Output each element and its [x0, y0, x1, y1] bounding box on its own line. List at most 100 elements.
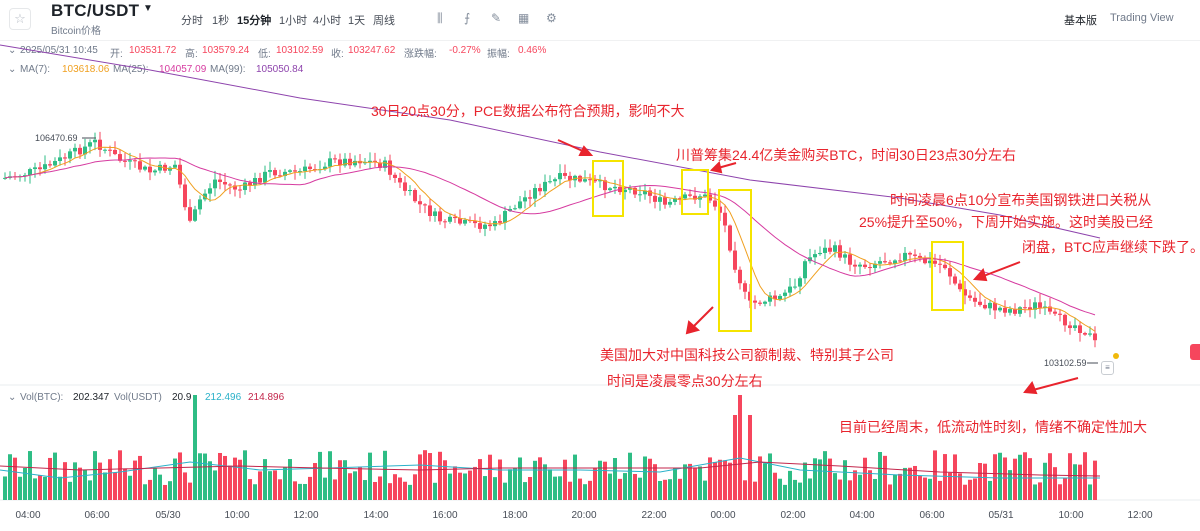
volume-bar — [928, 478, 932, 500]
volume-bars — [3, 395, 1097, 500]
drawing-icon[interactable]: ✎ — [491, 11, 502, 25]
indicator-icon[interactable]: ⨍ — [464, 11, 471, 25]
tradingview-tab[interactable]: Trading View — [1110, 12, 1174, 24]
candle-body — [58, 157, 62, 162]
notes-icon[interactable]: ≡ — [1101, 361, 1114, 375]
price-scale-tab[interactable] — [1190, 344, 1200, 360]
amp-value: 0.46% — [518, 45, 547, 56]
close-label: 收: — [331, 49, 344, 60]
candle-body — [978, 301, 982, 305]
basic-version-tab[interactable]: 基本版 — [1064, 15, 1097, 27]
candle-body — [1038, 302, 1042, 308]
timeframe-tab[interactable]: 周线 — [373, 15, 395, 27]
timeframe-tab[interactable]: 1小时 — [279, 15, 308, 27]
annotation-weekend: 目前已经周末，低流动性时刻，情绪不确定性加大 — [839, 419, 1147, 435]
volume-bar — [473, 466, 477, 500]
candle-body — [93, 139, 97, 143]
candle-body — [813, 254, 817, 258]
candle-body — [643, 190, 647, 195]
candle-type-icon[interactable]: ⫼ — [437, 11, 443, 25]
candle-body — [558, 173, 562, 180]
candle-body — [398, 177, 402, 183]
volume-bar — [818, 459, 822, 500]
collapse-icon[interactable]: ⌄ — [8, 392, 17, 403]
change-label: 涨跌幅: — [404, 49, 437, 60]
volume-bar — [858, 474, 862, 500]
candle-body — [433, 211, 437, 216]
volume-bar — [778, 478, 782, 500]
candle-body — [823, 247, 827, 253]
top-bar: ☆ BTC/USDT ▼ Bitcoin价格 分时 1秒 15分钟 1小时 4小… — [0, 0, 1200, 37]
volume-bar — [883, 455, 887, 500]
pair-dropdown-icon[interactable]: ▼ — [143, 3, 153, 14]
volume-bar — [103, 472, 107, 500]
low-price-mark: 103102.59 — [1044, 358, 1087, 368]
arrow-line — [980, 261, 1021, 278]
candle-body — [833, 245, 837, 252]
candle-body — [463, 219, 467, 224]
collapse-icon[interactable]: ⌄ — [8, 45, 17, 56]
volume-bar — [408, 484, 412, 500]
candle-body — [598, 180, 602, 182]
time-tick: 18:00 — [502, 510, 528, 521]
annotation-pce: 30日20点30分，PCE数据公布符合预期，影响不大 — [371, 103, 685, 119]
candle-body — [498, 221, 502, 223]
ma-lines — [0, 44, 1101, 479]
time-tick: 10:00 — [1058, 510, 1084, 521]
candle-body — [508, 208, 512, 212]
volume-bar — [718, 459, 722, 500]
volume-bar — [888, 484, 892, 500]
time-tick: 04:00 — [15, 510, 41, 521]
candle-body — [278, 175, 282, 177]
volume-bar — [128, 475, 132, 500]
candle-body — [213, 179, 217, 189]
volume-bar — [553, 476, 557, 500]
volume-bar — [303, 483, 307, 500]
candle-body — [788, 286, 792, 293]
volume-bar — [268, 471, 272, 500]
candle-body — [1048, 306, 1052, 312]
volume-bar — [823, 451, 827, 500]
volume-bar — [943, 454, 947, 500]
favorite-star-icon[interactable]: ☆ — [9, 8, 31, 30]
candle-body — [228, 184, 232, 186]
timeframe-tab[interactable]: 4小时 — [313, 15, 342, 27]
candle-body — [943, 264, 947, 269]
collapse-icon[interactable]: ⌄ — [8, 64, 17, 75]
candle-body — [828, 247, 832, 252]
candle-body — [53, 161, 57, 166]
volume-bar — [248, 479, 252, 500]
volume-bar — [768, 453, 772, 500]
volume-bar — [453, 466, 457, 500]
candle-body — [543, 181, 547, 192]
candle-body — [443, 221, 447, 223]
volume-bar — [533, 460, 537, 500]
volume-bar — [813, 458, 817, 500]
volume-bar — [728, 462, 732, 500]
settings-icon[interactable]: ⚙ — [546, 11, 557, 25]
volume-bar — [1068, 453, 1072, 500]
candle-body — [858, 264, 862, 267]
candle-body — [873, 263, 877, 268]
candle-body — [768, 295, 772, 302]
volume-bar — [708, 457, 712, 500]
volume-bar — [968, 479, 972, 500]
volume-bar — [793, 479, 797, 500]
ma25-label: MA(25): — [113, 64, 149, 75]
volume-bar — [73, 462, 77, 500]
open-label: 开: — [110, 49, 123, 60]
layout-icon[interactable]: ▦ — [518, 11, 530, 25]
pair-title[interactable]: BTC/USDT — [51, 1, 140, 20]
volume-bar — [1028, 458, 1032, 500]
volume-bar — [668, 479, 672, 500]
timeframe-tab[interactable]: 1天 — [348, 15, 366, 27]
volume-bar — [518, 457, 522, 500]
volume-bar — [63, 462, 67, 500]
timeframe-tab[interactable]: 分时 — [181, 15, 203, 27]
pair-subtitle[interactable]: Bitcoin价格 — [51, 26, 102, 37]
volume-bar — [498, 459, 502, 500]
candle-body — [893, 260, 897, 264]
timeframe-tab-active[interactable]: 15分钟 — [237, 15, 272, 27]
timeframe-tab[interactable]: 1秒 — [212, 15, 230, 27]
